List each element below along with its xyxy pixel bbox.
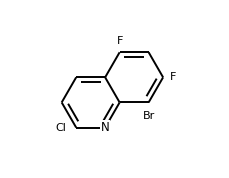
Text: Br: Br xyxy=(142,111,154,121)
Text: F: F xyxy=(169,72,176,82)
Text: N: N xyxy=(100,121,109,134)
Text: F: F xyxy=(116,36,122,46)
Text: Cl: Cl xyxy=(55,122,65,133)
